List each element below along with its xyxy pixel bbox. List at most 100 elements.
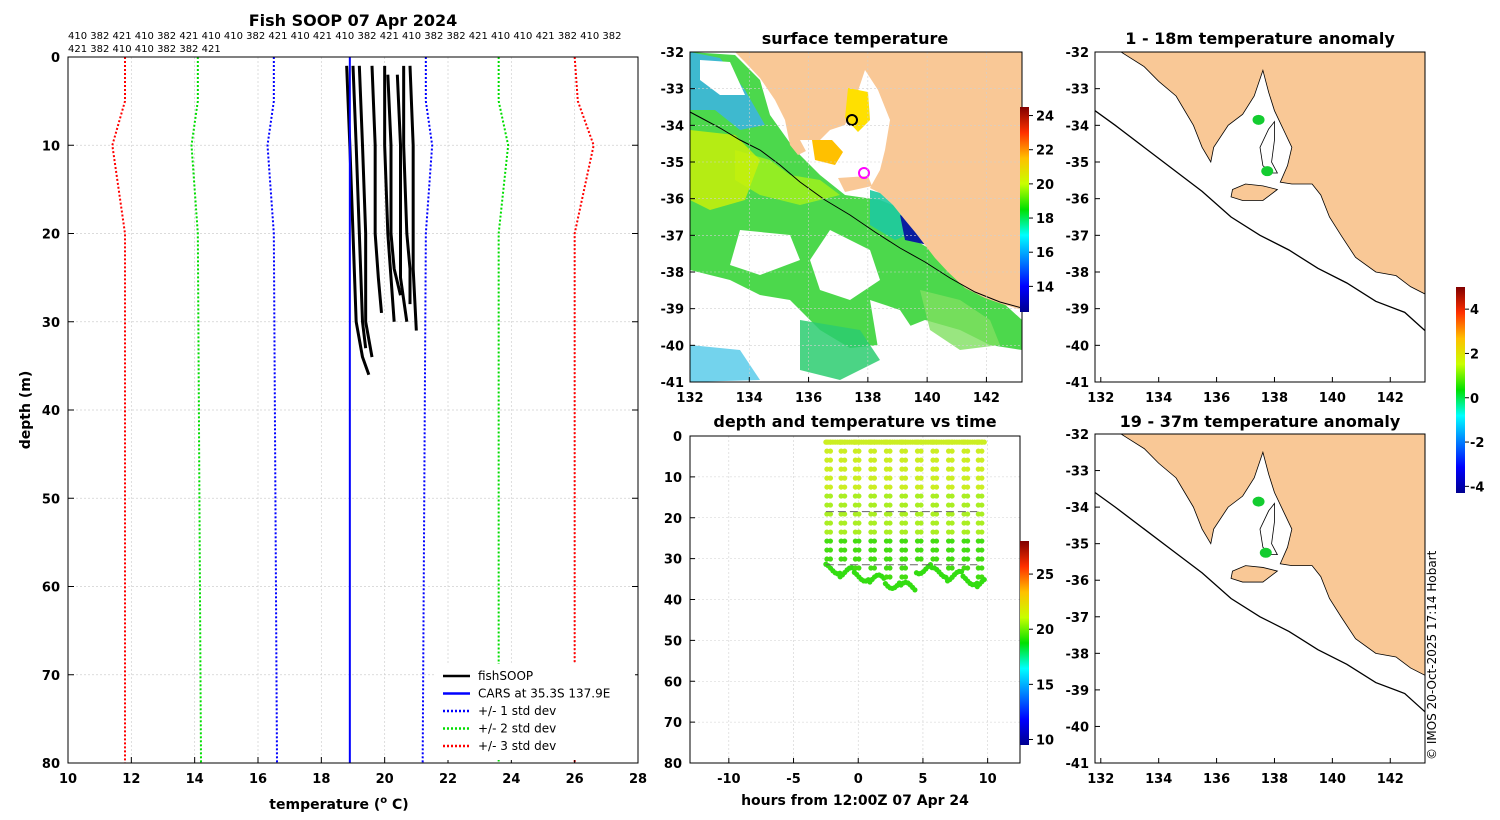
- anom-lower-xtick-label: 134: [1145, 772, 1172, 787]
- section-point: [918, 475, 924, 481]
- section-point: [949, 457, 955, 463]
- section-point: [902, 457, 909, 463]
- anom-upper-ytick-label: -34: [1066, 119, 1090, 134]
- anom-lower-xtick-label: 142: [1377, 772, 1404, 787]
- profile-xlabel: temperature (o C): [269, 795, 408, 813]
- sst-xtick-label: 136: [795, 391, 822, 406]
- anomaly-colorbar-ticks: 4 2 0 -2 -4: [1465, 303, 1484, 495]
- sst-cb-label: 16: [1036, 246, 1054, 261]
- section-cb-label: 25: [1036, 568, 1054, 583]
- section-point: [902, 466, 909, 472]
- anomaly-cb-label: 0: [1470, 392, 1479, 407]
- sst-cb-label: 20: [1036, 178, 1054, 193]
- anom-lower-axes-box: [1094, 433, 1426, 764]
- sst-ytick-label: -40: [661, 339, 685, 354]
- sst-colorbar: [1020, 107, 1029, 312]
- section-point: [902, 502, 909, 508]
- section-point: [918, 529, 924, 535]
- section-point: [871, 493, 878, 499]
- section-point: [871, 511, 878, 517]
- sst-ticks: 132 134 136 138 140 142 -32 -33 -34 -35 -36 -37 -38 -…: [661, 46, 1000, 406]
- section-point: [902, 547, 909, 553]
- anom-lower-anomaly-point: [1252, 496, 1265, 507]
- section-point: [918, 484, 924, 490]
- fish-profile-line: [383, 65, 396, 322]
- section-point: [964, 502, 971, 508]
- section-ytick-label: 0: [673, 430, 682, 445]
- section-xtick-label: -10: [717, 772, 741, 787]
- profile-xtick-label: 12: [122, 772, 140, 787]
- anomaly-cb-label: -4: [1470, 480, 1484, 495]
- section-point: [856, 565, 862, 571]
- section-point: [933, 484, 940, 490]
- anom-upper-xtick-label: 138: [1261, 391, 1288, 406]
- profile-ytick-label: 60: [42, 581, 60, 596]
- anom-upper-xtick-label: 134: [1145, 391, 1172, 406]
- section-point: [827, 457, 834, 463]
- section-point: [918, 493, 924, 499]
- section-point: [842, 493, 848, 499]
- section-point: [871, 502, 878, 508]
- section-point: [902, 574, 909, 580]
- section-point: [979, 538, 985, 544]
- section-point: [887, 565, 893, 571]
- profile-ytick-label: 0: [51, 51, 60, 66]
- section-point: [842, 511, 848, 517]
- legend-label: CARS at 35.3S 137.9E: [478, 687, 610, 701]
- profile-xtick-label: 16: [249, 772, 267, 787]
- section-point: [933, 448, 940, 454]
- section-point: [827, 493, 834, 499]
- sst-cb-label: 18: [1036, 212, 1054, 227]
- section-point: [964, 475, 971, 481]
- section-point: [856, 556, 862, 562]
- sst-ytick-label: -38: [661, 266, 685, 281]
- section-point: [887, 511, 893, 517]
- anom-lower-ytick-label: -39: [1066, 684, 1090, 699]
- anom-upper-axes-box: [1094, 51, 1426, 383]
- section-point: [887, 520, 893, 526]
- section-ytick-label: 40: [664, 594, 682, 609]
- section-point: [842, 556, 848, 562]
- anom-upper-xtick-label: 136: [1203, 391, 1230, 406]
- section-ticks: -10 -5 0 5 10 0 10 20 30 40 50 60 70 80: [664, 430, 997, 787]
- anom-lower-anomaly-point: [1259, 547, 1272, 558]
- section-point: [856, 511, 862, 517]
- anom-upper-ytick-label: -39: [1066, 303, 1090, 318]
- section-point: [933, 547, 940, 553]
- fish-profile-line: [402, 65, 412, 305]
- section-point: [964, 511, 971, 517]
- anom-lower-ytick-label: -40: [1066, 720, 1090, 735]
- anomaly-colorbar: [1456, 287, 1465, 493]
- anom-lower-ytick-label: -32: [1066, 428, 1090, 443]
- anom-lower-xtick-label: 136: [1203, 772, 1230, 787]
- section-point: [827, 502, 834, 508]
- anom-upper-xtick-label: 140: [1319, 391, 1346, 406]
- anom-upper-points: [1252, 114, 1274, 177]
- section-point: [949, 520, 955, 526]
- anom-upper-land: [1120, 52, 1425, 295]
- anom-upper-ytick-label: -37: [1066, 229, 1090, 244]
- section-point: [827, 520, 834, 526]
- section-point: [902, 556, 909, 562]
- section-point: [933, 511, 940, 517]
- anom-lower-panel: 19 - 37m temperature anomaly 132 134 136 13…: [1066, 287, 1484, 787]
- anom-lower-xtick-label: 140: [1319, 772, 1346, 787]
- profile-xtick-label: 10: [59, 772, 77, 787]
- section-point: [958, 569, 965, 575]
- sst-xtick-label: 134: [736, 391, 763, 406]
- section-cb-label: 15: [1036, 678, 1054, 693]
- std-line-upper: [497, 57, 510, 763]
- section-point: [842, 529, 848, 535]
- anom-upper-ytick-label: -41: [1066, 376, 1090, 391]
- profile-xtick-label: 14: [186, 772, 204, 787]
- fish-profile-line: [351, 65, 368, 349]
- section-point: [949, 493, 955, 499]
- anom-upper-shelf-contour: [1095, 110, 1425, 332]
- anom-upper-island: [1230, 183, 1279, 201]
- anom-upper-title: 1 - 18m temperature anomaly: [1125, 29, 1395, 48]
- section-point: [827, 547, 834, 553]
- section-point: [918, 520, 924, 526]
- sst-title: surface temperature: [762, 29, 949, 48]
- section-point: [949, 484, 955, 490]
- anomaly-cb-label: -2: [1470, 436, 1484, 451]
